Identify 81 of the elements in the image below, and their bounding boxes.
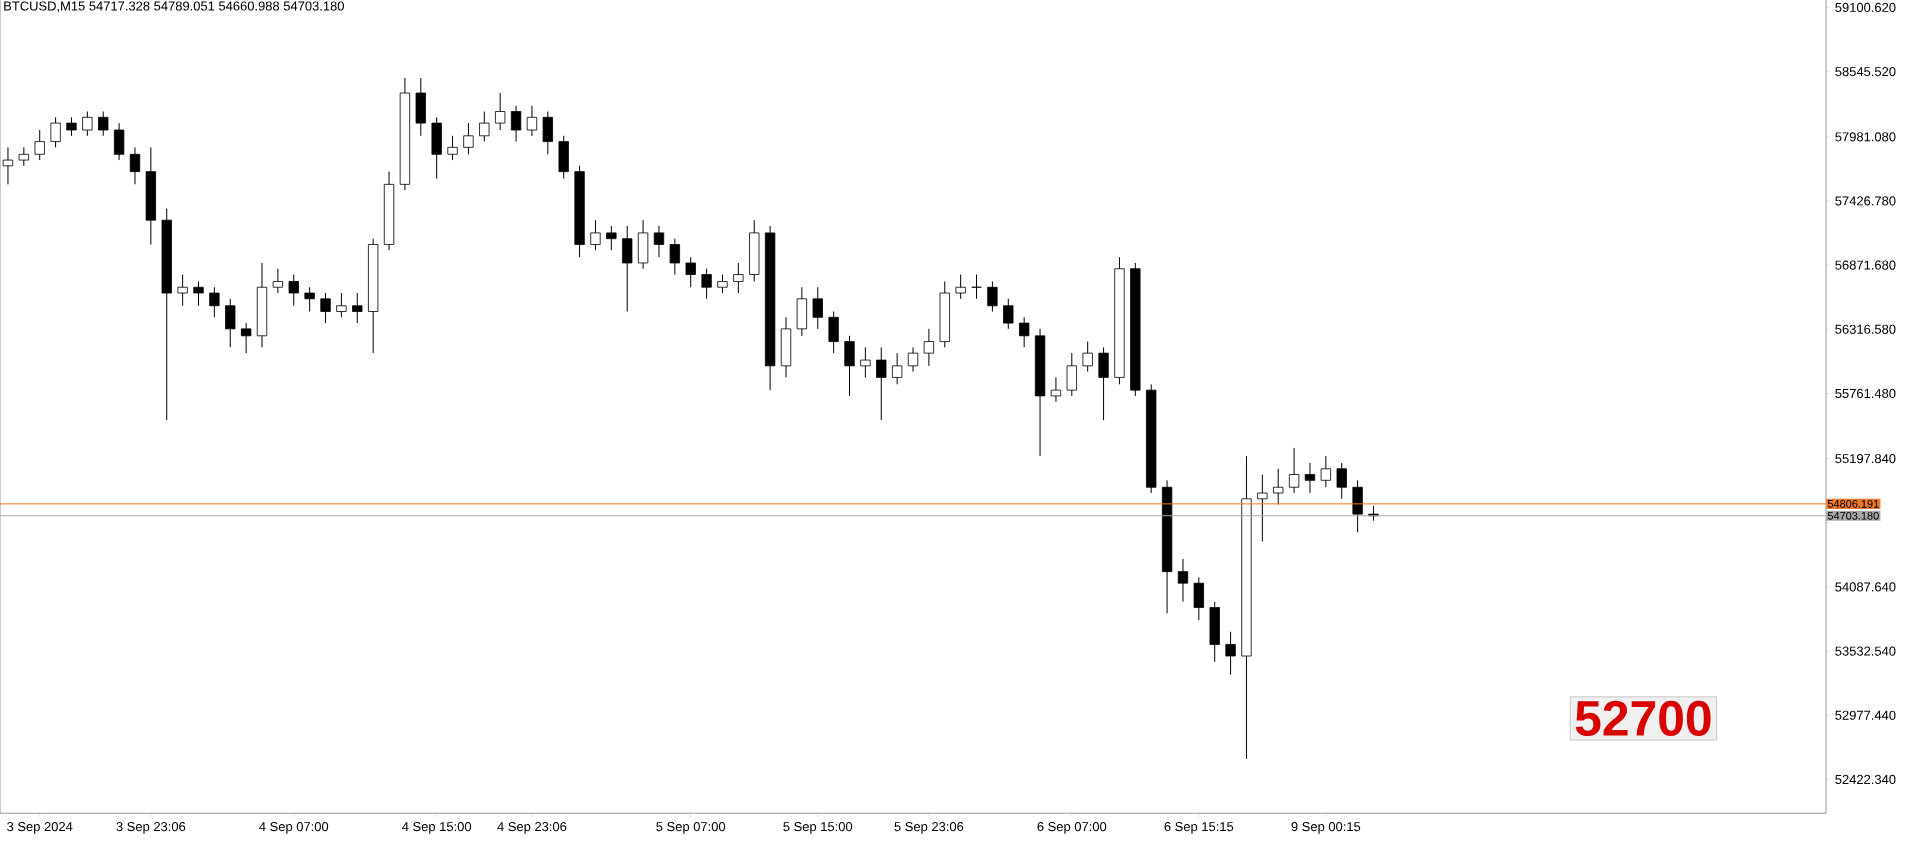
y-tick-label: 59100.620 [1835, 2, 1896, 12]
candlestick [209, 286, 220, 318]
x-tick-label: 4 Sep 15:00 [402, 822, 472, 834]
y-tick-label: 56316.580 [1835, 324, 1896, 334]
y-tick-label: 52422.340 [1835, 774, 1896, 785]
candlestick [336, 292, 347, 318]
candlestick [82, 111, 93, 137]
candlestick [733, 262, 744, 294]
y-tick-label: 52977.440 [1835, 710, 1896, 720]
candlestick [288, 274, 299, 307]
x-tick-label: 4 Sep 23:06 [497, 822, 567, 834]
candlestick [2, 146, 14, 185]
y-tick-label: 57426.780 [1835, 196, 1896, 206]
candlestick [1288, 447, 1300, 494]
candlestick [1225, 631, 1236, 676]
candlestick [701, 268, 712, 300]
x-tick-label: 6 Sep 15:15 [1164, 822, 1234, 834]
y-tick-label: 57981.080 [1835, 132, 1896, 142]
x-tick-label: 5 Sep 07:00 [656, 822, 726, 834]
candlestick [352, 292, 363, 324]
ref-line-label: 54806.191 [1827, 499, 1879, 508]
candlestick [812, 286, 823, 330]
candlestick [860, 346, 871, 378]
candlestick [1050, 376, 1062, 403]
x-tick-label: 5 Sep 15:00 [783, 822, 853, 834]
x-tick-label: 3 Sep 2024 [7, 822, 73, 834]
candlestick [177, 274, 188, 307]
candlestick [240, 322, 252, 354]
candlestick [1257, 474, 1268, 543]
annotation: 52700 [1575, 700, 1711, 737]
candlestick [685, 256, 696, 288]
candlestick [320, 292, 331, 324]
candlestick [1177, 558, 1189, 603]
x-tick-label: 3 Sep 23:06 [116, 822, 186, 834]
candlestick [50, 116, 61, 148]
y-tick-label: 56871.680 [1835, 260, 1896, 270]
candlestick [669, 238, 681, 276]
candlestick [971, 274, 982, 300]
candlestick [590, 219, 601, 251]
candlestick [1304, 462, 1316, 494]
candlestick [955, 274, 966, 300]
candlestick [18, 146, 29, 167]
candlestick [653, 225, 665, 258]
y-tick-label: 53532.540 [1835, 646, 1896, 656]
candlestick [1082, 341, 1093, 373]
y-tick-label: 58545.520 [1835, 66, 1896, 77]
candlestick [891, 352, 903, 385]
x-tick-label: 5 Sep 23:06 [894, 822, 964, 834]
candlestick [1019, 316, 1030, 348]
candlestick [225, 298, 236, 348]
candlestick [1320, 455, 1332, 488]
candlestick [272, 268, 284, 294]
x-tick-label: 4 Sep 07:00 [259, 822, 329, 834]
candlestick [463, 122, 474, 155]
candlestick [717, 274, 728, 294]
candlestick [193, 280, 204, 307]
candlestick [98, 111, 109, 137]
y-tick-label: 54087.640 [1835, 582, 1896, 592]
candlestick [129, 146, 141, 185]
candlestick [479, 111, 490, 143]
candlestick [304, 286, 315, 313]
candlestick [606, 225, 617, 251]
candlestick [1336, 462, 1347, 500]
candlestick [876, 346, 887, 421]
x-tick-label: 9 Sep 00:15 [1291, 822, 1361, 834]
candlestick [66, 116, 77, 137]
candlestick [447, 135, 458, 161]
x-tick-label: 6 Sep 07:00 [1037, 822, 1107, 834]
candlestick [907, 346, 919, 373]
y-tick-label: 55197.840 [1835, 454, 1896, 464]
candlestick [1003, 298, 1014, 330]
candlestick [34, 129, 45, 161]
candlestick [495, 92, 506, 131]
ref-line-label: 54703.180 [1827, 511, 1879, 520]
candlestick [987, 280, 998, 313]
candlestick [510, 105, 522, 143]
candlestick [923, 328, 935, 367]
chart-title: BTCUSD,M15 54717.328 54789.051 54660.988 54703.180 [4, 1, 344, 13]
candlestick [526, 105, 538, 137]
y-tick-label: 55761.480 [1835, 388, 1896, 399]
candlestick [1273, 468, 1284, 506]
